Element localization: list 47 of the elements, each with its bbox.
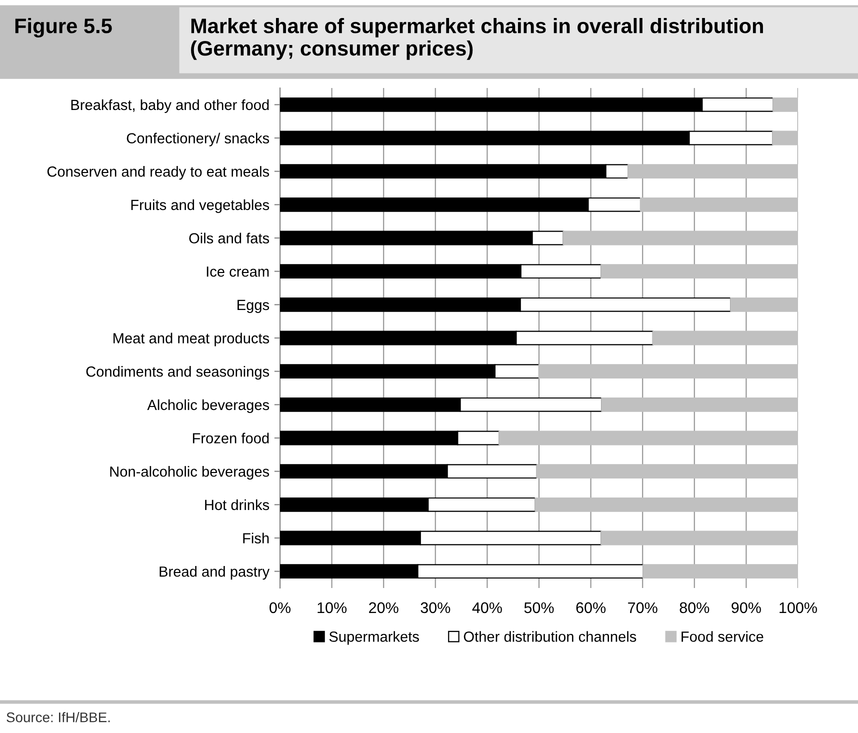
x-tick-label: 100% [780, 602, 817, 614]
y-tick-label: Hot drinks [205, 499, 270, 510]
bar [600, 264, 798, 279]
y-tick-label: Alcholic beverages [147, 399, 270, 413]
bar [536, 464, 798, 479]
bar [652, 330, 798, 346]
x-tick-label: 90% [732, 602, 761, 614]
y-tick-label: Meat and meat products [114, 332, 270, 346]
bar [498, 430, 798, 446]
legend-label: Other distribution channels [464, 631, 636, 642]
y-tick-label: Conserven and ready to eat meals [47, 166, 270, 180]
bar [730, 297, 798, 312]
x-tick-label: 60% [576, 602, 606, 614]
y-tick-label: Non-alcoholic beverages [110, 466, 270, 480]
x-tick-label: 80% [680, 602, 710, 614]
source-note: Source: IfH/BBE. [6, 712, 110, 722]
y-tick-label: Breakfast, baby and other food [71, 99, 269, 113]
y-tick-label: Fruits and vegetables [131, 199, 270, 213]
caption: Figure 5.5 [15, 18, 112, 38]
bar [534, 497, 798, 512]
y-tick-label: Ice cream [206, 266, 269, 277]
x-tick-label: 0% [270, 602, 290, 614]
bar [772, 130, 798, 146]
legend-label: Supermarkets [329, 631, 419, 645]
x-tick-label: 70% [628, 602, 658, 614]
bar [628, 164, 798, 179]
x-tick-label: 20% [369, 602, 398, 614]
bar [640, 197, 798, 212]
x-tick-label: 40% [472, 602, 502, 614]
y-tick-label: Fish [243, 532, 269, 544]
bar [562, 230, 798, 246]
bar [600, 530, 798, 546]
bar [601, 397, 798, 412]
chart-title: Market share of supermarket chains in overall distribution (Germany; consumer prices) [191, 18, 763, 60]
bar [642, 564, 798, 579]
y-tick-label: Confectionery/ snacks [126, 132, 270, 146]
y-tick-label: Eggs [238, 300, 270, 313]
y-tick-label: Frozen food [192, 432, 269, 444]
y-tick-label: Condiments and seasonings [86, 366, 270, 380]
x-tick-label: 50% [524, 602, 554, 614]
legend-label: Food service [682, 631, 764, 642]
x-tick-label: 10% [318, 602, 347, 614]
x-tick-label: 30% [420, 602, 450, 614]
bar [538, 364, 798, 379]
y-tick-label: Bread and pastry [160, 566, 270, 580]
bar [772, 97, 798, 112]
y-tick-label: Oils and fats [189, 232, 270, 244]
